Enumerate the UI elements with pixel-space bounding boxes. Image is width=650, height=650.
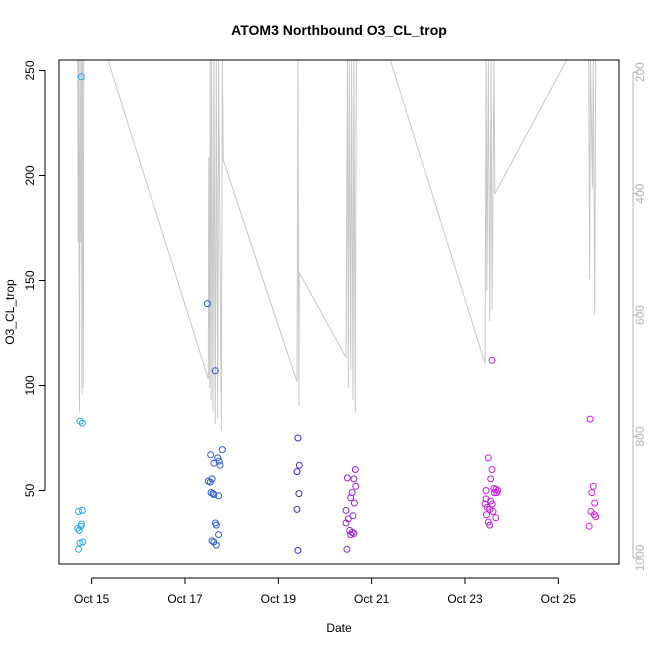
data-point bbox=[589, 482, 597, 490]
y-tick-label: 250 bbox=[23, 60, 37, 80]
data-point bbox=[350, 530, 358, 537]
x-tick-label: Oct 25 bbox=[541, 592, 577, 606]
data-point bbox=[212, 541, 220, 549]
data-point bbox=[352, 482, 360, 490]
x-tick-label: Oct 17 bbox=[167, 592, 203, 606]
y-axis-label: O3_CL_trop bbox=[3, 279, 17, 345]
data-point bbox=[211, 367, 219, 375]
data-point bbox=[79, 538, 87, 546]
y2-tick-label: 400 bbox=[633, 183, 647, 203]
data-point bbox=[489, 508, 497, 515]
data-point bbox=[343, 474, 351, 482]
data-point bbox=[483, 511, 490, 519]
data-point bbox=[215, 531, 223, 539]
data-point bbox=[214, 454, 222, 462]
data-point bbox=[588, 489, 596, 497]
data-point bbox=[585, 522, 593, 530]
series-3 bbox=[293, 434, 303, 554]
data-points bbox=[74, 73, 600, 554]
series-5 bbox=[481, 356, 502, 529]
data-point bbox=[592, 513, 600, 521]
data-point bbox=[351, 466, 359, 473]
data-point bbox=[295, 461, 303, 469]
data-point bbox=[486, 521, 494, 529]
data-point bbox=[75, 545, 83, 553]
series-2 bbox=[203, 300, 226, 549]
x-axis: Oct 15 Oct 17 Oct 19 Oct 21 Oct 23 Oct 25 bbox=[74, 577, 577, 606]
data-point bbox=[294, 546, 302, 554]
data-point bbox=[215, 492, 223, 500]
series-1 bbox=[74, 73, 87, 553]
data-point bbox=[344, 515, 352, 523]
data-point bbox=[208, 537, 216, 545]
data-point bbox=[488, 466, 496, 473]
data-point bbox=[492, 514, 500, 522]
x-tick-label: Oct 21 bbox=[354, 592, 390, 606]
y-tick-label: 150 bbox=[23, 270, 37, 290]
data-point bbox=[488, 356, 496, 364]
data-point bbox=[218, 446, 226, 454]
data-point bbox=[342, 519, 350, 527]
data-point bbox=[212, 521, 220, 529]
y-tick-label: 50 bbox=[23, 484, 37, 498]
y-tick-label: 100 bbox=[23, 375, 37, 395]
chart-title: ATOM3 Northbound O3_CL_trop bbox=[231, 22, 447, 38]
data-point bbox=[343, 545, 351, 553]
data-point bbox=[490, 489, 498, 497]
data-point bbox=[206, 478, 214, 486]
data-point bbox=[75, 526, 83, 534]
x-tick-label: Oct 23 bbox=[447, 592, 483, 606]
series-4 bbox=[342, 466, 360, 553]
x-tick-label: Oct 15 bbox=[74, 592, 110, 606]
data-point bbox=[493, 489, 501, 497]
y2-tick-label: 200 bbox=[633, 62, 647, 82]
data-point bbox=[347, 531, 355, 539]
data-point bbox=[586, 415, 594, 423]
flight-altitude-path bbox=[77, 59, 598, 431]
y2-tick-label: 1000 bbox=[633, 544, 647, 571]
data-point bbox=[295, 490, 303, 498]
x-tick-label: Oct 19 bbox=[261, 592, 297, 606]
data-point bbox=[293, 468, 301, 476]
data-point bbox=[350, 475, 358, 483]
data-point bbox=[210, 491, 218, 499]
data-point bbox=[210, 459, 218, 467]
y-axis: 50 100 150 200 250 bbox=[23, 60, 46, 498]
y2-tick-label: 800 bbox=[633, 426, 647, 446]
data-point bbox=[482, 487, 490, 494]
y-tick-label: 200 bbox=[23, 165, 37, 185]
data-point bbox=[76, 417, 84, 425]
data-point bbox=[347, 494, 355, 502]
data-point bbox=[293, 505, 301, 513]
secondary-y-axis: 200 400 600 800 1000 bbox=[632, 62, 647, 571]
data-point bbox=[78, 419, 86, 427]
data-point bbox=[77, 522, 85, 530]
data-point bbox=[349, 512, 357, 520]
data-point bbox=[216, 461, 224, 469]
altitude-path-line bbox=[77, 59, 598, 431]
data-point bbox=[342, 506, 350, 514]
data-point bbox=[294, 434, 302, 442]
series-6 bbox=[585, 415, 600, 530]
y2-tick-label: 600 bbox=[633, 305, 647, 325]
data-point bbox=[484, 454, 492, 462]
data-point bbox=[207, 451, 215, 459]
data-point bbox=[487, 475, 495, 483]
data-point bbox=[591, 499, 599, 507]
data-point bbox=[483, 503, 491, 511]
data-point bbox=[77, 73, 85, 81]
data-point bbox=[78, 506, 86, 514]
data-point bbox=[203, 300, 211, 308]
data-point bbox=[75, 508, 83, 515]
x-axis-label: Date bbox=[326, 621, 352, 635]
plot-area bbox=[58, 59, 620, 565]
data-point bbox=[350, 499, 358, 507]
